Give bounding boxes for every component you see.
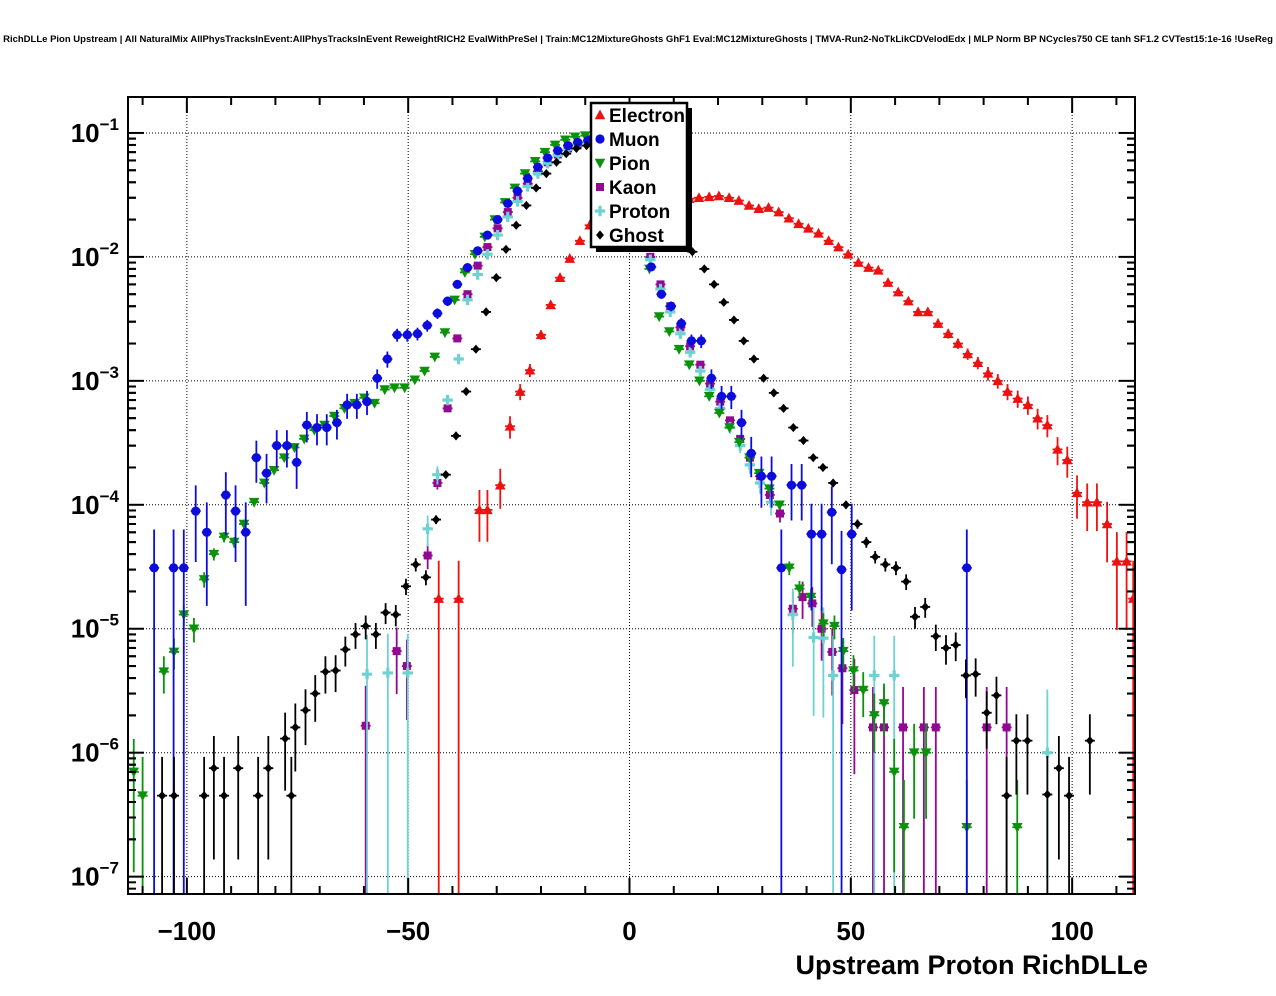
svg-text:10−2: 10−2 bbox=[71, 239, 119, 272]
svg-text:−50: −50 bbox=[386, 916, 430, 946]
series-pion bbox=[128, 131, 1023, 894]
legend-label-proton: Proton bbox=[609, 202, 670, 223]
svg-text:−100: −100 bbox=[158, 916, 217, 946]
plot-title: RichDLLe Pion Upstream | All NaturalMix … bbox=[3, 34, 1273, 45]
series-electron bbox=[433, 187, 1135, 894]
legend-label-kaon: Kaon bbox=[609, 178, 657, 199]
legend-label-pion: Pion bbox=[609, 154, 650, 175]
series-muon bbox=[149, 135, 972, 894]
svg-text:100: 100 bbox=[1050, 916, 1093, 946]
legend-label-muon: Muon bbox=[609, 130, 660, 151]
svg-text:50: 50 bbox=[836, 916, 865, 946]
series-ghost bbox=[157, 140, 1095, 894]
x-axis-title: Upstream Proton RichDLLe bbox=[795, 950, 1148, 980]
svg-text:10−4: 10−4 bbox=[71, 487, 120, 520]
legend-label-ghost: Ghost bbox=[609, 226, 665, 247]
legend-label-electron: Electron bbox=[609, 106, 685, 127]
svg-text:10−3: 10−3 bbox=[71, 363, 119, 396]
series-proton bbox=[361, 136, 1053, 894]
svg-text:0: 0 bbox=[622, 916, 636, 946]
svg-text:10−1: 10−1 bbox=[71, 115, 119, 148]
svg-text:10−6: 10−6 bbox=[71, 735, 119, 768]
svg-text:10−5: 10−5 bbox=[71, 611, 119, 644]
axes-layer: −100 −50 0 50 100 10−1 10−2 10−3 10−4 10−5 10−6 10−… bbox=[71, 96, 1136, 946]
legend: Electron Muon Pion Kaon Proton Ghost bbox=[589, 101, 692, 252]
svg-text:10−7: 10−7 bbox=[71, 859, 119, 892]
